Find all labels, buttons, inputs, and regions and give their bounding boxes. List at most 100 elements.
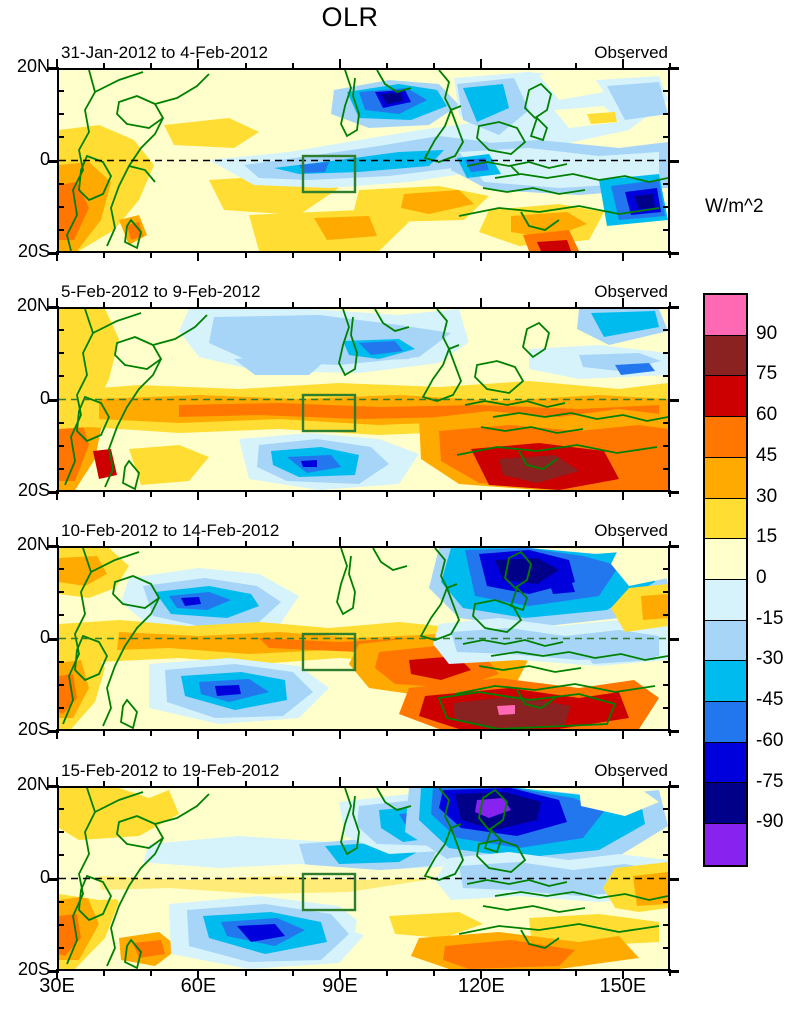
- x-major-tick: [338, 729, 341, 739]
- panel-4-field: [59, 788, 668, 969]
- x-minor-tick: [150, 63, 153, 70]
- x-minor-tick: [669, 729, 671, 736]
- y-major-tick: [48, 306, 59, 309]
- x-minor-tick: [291, 251, 294, 258]
- x-minor-tick: [386, 490, 389, 497]
- x-major-tick: [480, 298, 483, 308]
- x-minor-tick: [386, 781, 389, 788]
- x-major-tick: [56, 59, 58, 69]
- x-minor-tick: [574, 781, 577, 788]
- panel-2-date-label: 5-Feb-2012 to 9-Feb-2012: [61, 282, 261, 301]
- y-minor-tick: [57, 467, 64, 470]
- x-major-tick: [197, 777, 200, 787]
- y-tick-label-20N: 20N: [16, 534, 50, 554]
- x-minor-tick: [291, 302, 294, 309]
- y-minor-tick: [663, 946, 670, 949]
- y-tick-label-20S: 20S: [17, 241, 50, 261]
- x-minor-tick: [244, 63, 247, 70]
- y-major-tick: [668, 785, 679, 788]
- y-minor-tick: [663, 421, 670, 424]
- x-minor-tick: [291, 63, 294, 70]
- panel-2-field: [59, 309, 668, 490]
- x-minor-tick: [386, 969, 389, 976]
- x-tick-label-120E: 120E: [458, 975, 505, 997]
- colorbar[interactable]: [703, 293, 748, 867]
- y-minor-tick: [57, 205, 64, 208]
- panel-4-source-label: Observed: [594, 761, 668, 780]
- x-minor-tick: [386, 302, 389, 309]
- x-tick-label-90E: 90E: [322, 975, 358, 997]
- x-minor-tick: [574, 302, 577, 309]
- x-minor-tick: [669, 781, 671, 788]
- y-minor-tick: [663, 329, 670, 332]
- colorbar-band: [705, 579, 746, 621]
- x-minor-tick: [291, 781, 294, 788]
- y-minor-tick: [663, 854, 670, 857]
- x-minor-tick: [433, 302, 436, 309]
- y-minor-tick: [57, 136, 64, 139]
- y-minor-tick: [663, 136, 670, 139]
- page-title: OLR: [321, 2, 379, 32]
- colorbar-band: [705, 498, 746, 540]
- y-minor-tick: [57, 90, 64, 93]
- y-tick-label-0: 0: [39, 626, 50, 647]
- x-minor-tick: [433, 969, 436, 976]
- y-major-tick: [48, 491, 59, 494]
- x-minor-tick: [527, 63, 530, 70]
- x-major-tick: [338, 490, 341, 500]
- y-tick-label-0: 0: [39, 866, 50, 887]
- x-minor-tick: [527, 969, 530, 976]
- x-minor-tick: [433, 541, 436, 548]
- y-major-tick: [48, 67, 59, 70]
- x-major-tick: [338, 251, 341, 261]
- x-major-tick: [56, 777, 58, 787]
- x-minor-tick: [433, 729, 436, 736]
- x-minor-tick: [669, 490, 671, 497]
- x-major-tick: [338, 59, 341, 69]
- y-minor-tick: [57, 113, 64, 116]
- colorbar-band: [705, 539, 746, 580]
- colorbar-band: [705, 783, 746, 825]
- y-major-tick: [668, 252, 679, 255]
- x-minor-tick: [527, 729, 530, 736]
- x-minor-tick: [574, 63, 577, 70]
- colorbar-tick-label: 30: [756, 485, 778, 507]
- x-major-tick: [197, 729, 200, 739]
- x-tick-label-30E: 30E: [39, 975, 75, 997]
- y-tick-label-20N: 20N: [16, 56, 50, 76]
- colorbar-tick-label: 90: [756, 322, 778, 344]
- colorbar-tick-label: -15: [756, 607, 784, 629]
- y-major-tick: [48, 877, 59, 881]
- x-minor-tick: [669, 63, 671, 70]
- y-minor-tick: [663, 375, 670, 378]
- y-minor-tick: [57, 614, 64, 617]
- y-tick-label-20S: 20S: [17, 959, 50, 979]
- colorbar-tick-label: -60: [756, 729, 784, 751]
- y-minor-tick: [663, 591, 670, 594]
- y-minor-tick: [663, 352, 670, 355]
- x-major-tick: [338, 969, 341, 979]
- colorbar-band: [705, 295, 746, 336]
- x-major-tick: [621, 777, 624, 787]
- x-tick-label-150E: 150E: [599, 975, 647, 997]
- colorbar-band: [705, 702, 746, 743]
- panel-1-date-label: 31-Jan-2012 to 4-Feb-2012: [61, 43, 268, 62]
- reference-box: [301, 154, 357, 194]
- x-major-tick: [621, 298, 624, 308]
- y-minor-tick: [57, 854, 64, 857]
- y-minor-tick: [57, 375, 64, 378]
- y-minor-tick: [57, 444, 64, 447]
- x-major-tick: [621, 969, 624, 979]
- panel-3-date-label: 10-Feb-2012 to 14-Feb-2012: [61, 521, 280, 540]
- y-minor-tick: [57, 900, 64, 903]
- y-major-tick: [668, 877, 679, 881]
- colorbar-tick-label: 75: [756, 363, 778, 385]
- y-minor-tick: [663, 614, 670, 617]
- x-minor-tick: [150, 729, 153, 736]
- x-major-tick: [480, 777, 483, 787]
- colorbar-tick-label: 60: [756, 404, 778, 426]
- colorbar-units-label: W/m^2: [705, 196, 764, 217]
- y-tick-label-20N: 20N: [16, 774, 50, 794]
- x-major-tick: [480, 729, 483, 739]
- colorbar-tick-label: -75: [756, 770, 784, 792]
